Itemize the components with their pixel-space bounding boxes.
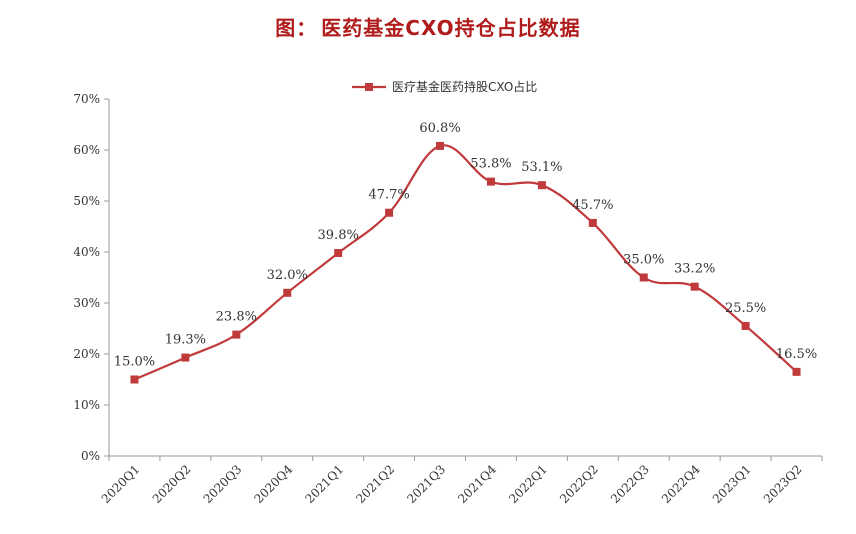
x-tick-label: 2020Q1 (99, 462, 143, 506)
legend: 医疗基金医药持股CXO占比 (352, 79, 537, 94)
figure-title-lead: 图： (275, 16, 318, 40)
x-tick-label: 2022Q3 (608, 462, 652, 506)
data-label: 15.0% (114, 355, 155, 370)
x-tick-label: 2021Q3 (404, 462, 448, 506)
data-point-marker (588, 218, 597, 227)
data-label: 53.1% (521, 160, 562, 175)
y-tick-label: 0% (81, 449, 100, 463)
x-tick-label: 2021Q4 (455, 462, 499, 506)
data-point-marker (792, 367, 801, 376)
data-point-marker (436, 141, 445, 150)
y-tick-label: 10% (73, 398, 100, 412)
data-label: 23.8% (216, 310, 257, 325)
data-label: 32.0% (267, 268, 308, 283)
y-tick-label: 70% (73, 92, 100, 106)
data-label: 60.8% (419, 121, 460, 136)
chart-axes (108, 99, 822, 457)
y-tick-label: 20% (73, 347, 100, 361)
data-point-marker (385, 208, 394, 217)
y-axis-ticks: 0% 10% 20% 30% 40% 50% 60% 70% (73, 92, 109, 463)
y-tick-label: 40% (73, 245, 100, 259)
legend-label: 医疗基金医药持股CXO占比 (392, 79, 537, 94)
data-labels: 15.0% 19.3% 23.8% 32.0% 39.8% 47.7% 60.8% 53.8%… (114, 121, 817, 370)
y-tick-label: 30% (73, 296, 100, 310)
data-label: 45.7% (572, 198, 613, 213)
data-label: 53.8% (470, 157, 511, 172)
data-label: 47.7% (368, 188, 409, 203)
x-tick-label: 2023Q1 (710, 462, 754, 506)
data-label: 33.2% (674, 262, 715, 277)
x-axis-ticks: 2020Q1 2020Q2 2020Q3 2020Q4 2021Q1 2021Q2 2021… (99, 456, 823, 506)
data-point-marker (232, 330, 241, 339)
x-tick-label: 2020Q3 (201, 462, 245, 506)
data-point-marker (181, 353, 190, 362)
y-tick-label: 50% (73, 194, 100, 208)
x-tick-label: 2021Q1 (302, 462, 346, 506)
data-point-marker (130, 375, 139, 384)
data-point-marker (639, 273, 648, 282)
data-label: 19.3% (165, 333, 206, 348)
data-point-marker (283, 288, 292, 297)
series-group (130, 141, 801, 384)
data-point-marker (690, 282, 699, 291)
data-point-marker (537, 181, 546, 190)
data-label: 39.8% (318, 228, 359, 243)
data-label: 25.5% (725, 301, 766, 316)
figure-title: 图： 医药基金CXO持仓占比数据 (0, 12, 856, 41)
figure-title-text: 医药基金CXO持仓占比数据 (321, 16, 581, 40)
x-tick-label: 2021Q2 (353, 462, 397, 506)
x-tick-label: 2020Q2 (150, 462, 194, 506)
x-tick-label: 2022Q2 (557, 462, 601, 506)
x-tick-label: 2022Q1 (506, 462, 550, 506)
x-tick-label: 2022Q4 (659, 462, 703, 506)
y-tick-label: 60% (73, 143, 100, 157)
legend-marker (365, 83, 373, 91)
data-point-marker (334, 249, 343, 258)
x-tick-label: 2020Q4 (252, 462, 296, 506)
x-tick-label: 2023Q2 (761, 462, 805, 506)
data-point-marker (486, 177, 495, 186)
data-label: 35.0% (623, 253, 664, 268)
data-label: 16.5% (776, 347, 817, 362)
data-point-marker (741, 321, 750, 330)
